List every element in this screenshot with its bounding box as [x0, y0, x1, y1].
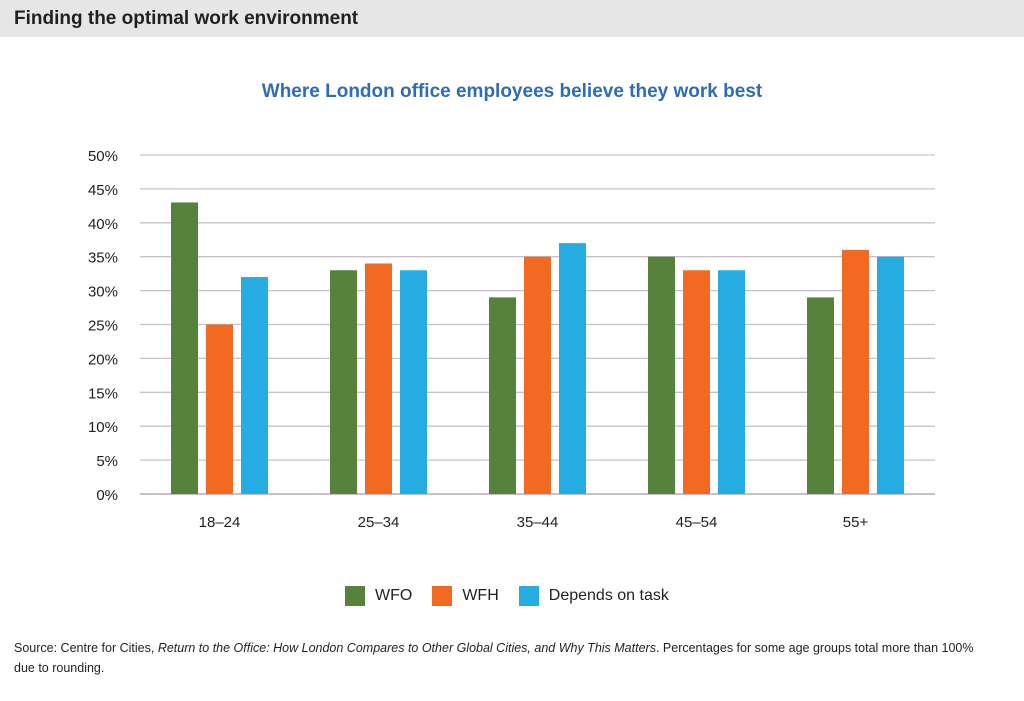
- y-tick-label: 5%: [96, 453, 118, 470]
- bar-depends-on-task: [559, 243, 586, 494]
- y-tick-label: 25%: [88, 318, 118, 335]
- x-tick-label: 45–54: [676, 514, 718, 531]
- source-suffix: . Percentages for some age groups total …: [14, 641, 974, 675]
- chart-title: Where London office employees believe th…: [261, 81, 763, 102]
- bar-wfh: [206, 324, 233, 494]
- bar-depends-on-task: [718, 270, 745, 494]
- bar-wfo: [489, 297, 516, 494]
- legend-swatch: [432, 586, 453, 606]
- bar-wfh: [365, 263, 392, 494]
- header-title: Finding the optimal work environment: [14, 8, 359, 29]
- y-tick-label: 50%: [88, 148, 118, 165]
- source-prefix: Source: Centre for Cities,: [14, 641, 158, 655]
- bar-wfh: [842, 249, 869, 494]
- source-title: Return to the Office: How London Compare…: [157, 641, 656, 655]
- y-tick-label: 40%: [88, 216, 118, 233]
- x-tick-label: 18–24: [199, 514, 241, 531]
- y-tick-label: 0%: [96, 487, 118, 504]
- legend-item: WFH: [432, 586, 499, 606]
- legend-item: WFO: [345, 586, 412, 606]
- bar-depends-on-task: [877, 256, 904, 494]
- legend-label: Depends on task: [548, 587, 669, 604]
- y-tick-label: 35%: [88, 250, 118, 267]
- legend: WFO WFH Depends on task: [345, 586, 689, 606]
- bar-wfo: [330, 270, 357, 494]
- bar-wfo: [171, 202, 198, 494]
- x-tick-label: 25–34: [358, 514, 400, 531]
- bar-wfh: [524, 256, 551, 494]
- header-bar: Finding the optimal work environment: [0, 0, 1024, 37]
- bar-wfo: [807, 297, 834, 494]
- y-tick-label: 15%: [88, 385, 118, 402]
- x-tick-label: 55+: [843, 514, 869, 531]
- legend-swatch: [518, 586, 539, 606]
- legend-label: WFO: [375, 587, 413, 604]
- source-note: Source: Centre for Cities, Return to the…: [14, 638, 994, 678]
- y-tick-label: 20%: [88, 351, 118, 368]
- legend-item: Depends on task: [518, 586, 669, 606]
- x-tick-label: 35–44: [517, 514, 559, 531]
- y-tick-label: 10%: [88, 419, 118, 436]
- y-tick-label: 30%: [88, 284, 118, 301]
- bar-wfo: [648, 256, 675, 494]
- bar-wfh: [683, 270, 710, 494]
- bar-depends-on-task: [400, 270, 427, 494]
- legend-swatch: [345, 586, 365, 606]
- legend-label: WFH: [462, 587, 499, 604]
- y-tick-label: 45%: [88, 182, 118, 199]
- bar-depends-on-task: [241, 277, 268, 494]
